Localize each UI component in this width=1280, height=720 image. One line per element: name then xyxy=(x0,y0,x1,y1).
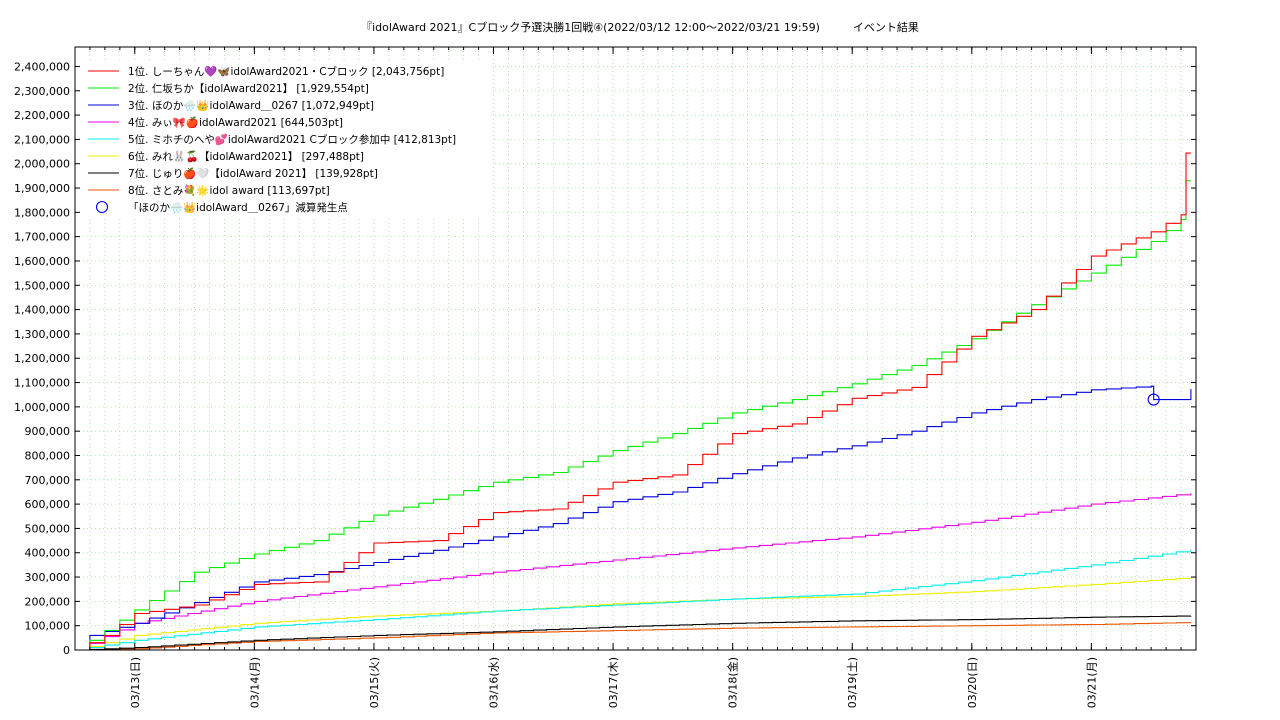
y-tick-label: 1,200,000 xyxy=(14,352,70,365)
y-tick-label: 200,000 xyxy=(25,595,71,608)
y-tick-label: 1,800,000 xyxy=(14,206,70,219)
series-line xyxy=(75,549,1192,651)
x-tick-label: 03/19(土) xyxy=(846,657,859,708)
legend-label: 2位. 仁坂ちか【idolAward2021】 [1,929,554pt] xyxy=(128,82,369,95)
y-tick-label: 1,500,000 xyxy=(14,279,70,292)
y-tick-label: 700,000 xyxy=(25,474,71,487)
y-tick-label: 2,200,000 xyxy=(14,109,70,122)
legend-label: 6位. みれ🐰🍒【idolAward2021】 [297,488pt] xyxy=(128,150,364,163)
legend-label: 3位. ほのか🌧️👑idolAward＿0267 [1,072,949pt] xyxy=(128,99,374,112)
y-tick-label: 0 xyxy=(63,644,70,657)
series-line xyxy=(75,180,1191,651)
x-tick-label: 03/13(日) xyxy=(129,657,142,708)
y-tick-label: 600,000 xyxy=(25,498,71,511)
x-tick-label: 03/16(水) xyxy=(488,657,501,708)
series-line xyxy=(75,577,1192,651)
legend-label: 8位. さとみ💐🌟idol award [113,697pt] xyxy=(128,184,330,197)
y-tick-label: 300,000 xyxy=(25,571,71,584)
y-tick-label: 1,900,000 xyxy=(14,182,70,195)
x-tick-label: 03/21(月) xyxy=(1085,657,1098,708)
x-tick-label: 03/14(月) xyxy=(248,657,261,708)
y-tick-label: 2,100,000 xyxy=(14,133,70,146)
series-line xyxy=(75,622,1192,651)
x-tick-label: 03/17(木) xyxy=(607,657,620,708)
series-line xyxy=(75,152,1191,651)
legend-label: 4位. みぃ🎀🍎idolAward2021 [644,503pt] xyxy=(128,116,343,129)
plot-frame xyxy=(74,46,1197,651)
y-tick-label: 1,400,000 xyxy=(14,304,70,317)
y-tick-label: 400,000 xyxy=(25,547,71,560)
axes: 0 100,000 200,000 300,000 400,000 500,000 600,… xyxy=(14,47,1197,708)
series-line xyxy=(75,385,1192,651)
y-tick-label: 1,600,000 xyxy=(14,255,70,268)
annotations xyxy=(1147,393,1160,406)
y-tick-label: 1,300,000 xyxy=(14,328,70,341)
series-line xyxy=(75,615,1192,651)
legend: 1位. しーちゃん💜🦋idolAward2021・Cブロック [2,043,75… xyxy=(80,60,492,218)
legend-box xyxy=(80,60,492,218)
series-lines xyxy=(75,152,1192,651)
legend-label: 5位. ミホチのへや💕idolAward2021 Cブロック参加中 [412,8… xyxy=(128,133,456,146)
x-tick-label: 03/18(金) xyxy=(726,657,740,708)
y-tick-label: 2,300,000 xyxy=(14,85,70,98)
y-tick-label: 2,400,000 xyxy=(14,60,70,73)
legend-label: 1位. しーちゃん💜🦋idolAward2021・Cブロック [2,043,75… xyxy=(128,65,444,78)
y-tick-label: 500,000 xyxy=(25,522,71,535)
y-tick-label: 800,000 xyxy=(25,449,71,462)
chart-title: 『idolAward 2021』Cブロック予選決勝1回戦④(2022/03/12… xyxy=(361,21,919,34)
legend-label: 「ほのか🌧️👑idolAward＿0267」減算発生点 xyxy=(128,201,348,214)
y-tick-label: 100,000 xyxy=(25,620,71,633)
x-tick-label: 03/20(日) xyxy=(966,657,979,708)
y-tick-label: 1,700,000 xyxy=(14,231,70,244)
y-tick-label: 1,100,000 xyxy=(14,377,70,390)
x-tick-label: 03/15(火) xyxy=(368,657,381,708)
y-tick-label: 2,000,000 xyxy=(14,158,70,171)
legend-marker xyxy=(95,200,109,214)
decrement-marker xyxy=(1147,393,1160,406)
y-tick-label: 900,000 xyxy=(25,425,71,438)
legend-label: 7位. じゅり🍎🤍【idolAward 2021】 [139,928pt] xyxy=(128,167,378,180)
series-line xyxy=(75,493,1192,651)
y-tick-label: 1,000,000 xyxy=(14,401,70,414)
